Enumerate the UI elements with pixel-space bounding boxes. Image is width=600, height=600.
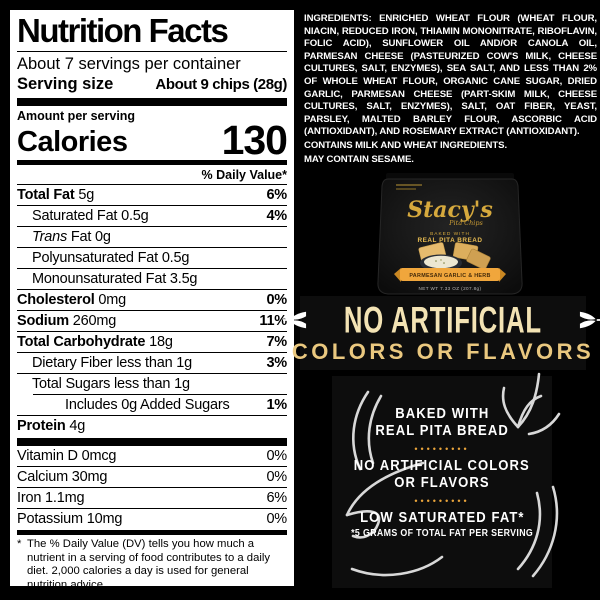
bag-top-smalltext-mark <box>396 188 416 190</box>
bag-tagline-top: BAKED WITH <box>430 231 470 237</box>
bag-brand-name: Stacy's <box>407 197 493 223</box>
serving-size-value: About 9 chips (28g) <box>155 75 287 93</box>
callout-baked-with-line2: REAL PITA BREAD <box>375 423 509 439</box>
nutrient-row-total-fat: Total Fat 5g 6% <box>17 184 287 205</box>
amount-per-serving-label: Amount per serving <box>17 108 136 123</box>
serving-size-label: Serving size <box>17 74 114 93</box>
nutrition-facts-panel: Nutrition Facts About 7 servings per con… <box>8 8 296 591</box>
daily-value-header: % Daily Value* <box>201 168 287 183</box>
bag-chips-illustration <box>418 242 491 272</box>
product-bag-image: Stacy's Pita Chips BAKED WITH REAL PITA … <box>370 168 530 302</box>
nutrient-row-total-sugars: Total Sugars less than 1g <box>17 373 287 394</box>
ingredients-text: ENRICHED WHEAT FLOUR (WHEAT FLOUR, NIACI… <box>304 13 597 138</box>
vitamin-row-vitamin-d: Vitamin D 0mcg 0% <box>17 448 287 465</box>
bag-flavor-ribbon: PARMESAN GARLIC & HERB <box>394 268 506 282</box>
headline-line2: COLORS OR FLAVORS <box>291 339 595 364</box>
nutrient-row-added-sugars: Includes 0g Added Sugars 1% <box>33 394 287 415</box>
ingredients-paragraph: INGREDIENTS: ENRICHED WHEAT FLOUR (WHEAT… <box>304 13 597 139</box>
dotted-divider: ••••••••• <box>414 444 470 454</box>
wheat-ornament-right-icon <box>579 311 600 328</box>
may-contain-statement: MAY CONTAIN SESAME. <box>304 153 414 165</box>
nutrient-row-cholesterol: Cholesterol 0mg 0% <box>17 289 287 310</box>
headline-line1: NO ARTIFICIAL <box>344 298 542 341</box>
divider-thick <box>17 97 287 106</box>
nutrient-row-saturated-fat: Saturated Fat 0.5g 4% <box>17 205 287 226</box>
callout-low-sat-fat-footnote: *5 GRAMS OF TOTAL FAT PER SERVING <box>350 528 534 539</box>
ingredients-section: INGREDIENTS: ENRICHED WHEAT FLOUR (WHEAT… <box>304 13 597 166</box>
no-artificial-headline: NO ARTIFICIAL COLORS OR FLAVORS <box>283 296 600 370</box>
bag-net-weight: NET WT 7.33 OZ (207.8g) <box>419 286 482 291</box>
calories-row: Calories 130 <box>17 116 288 163</box>
dotted-divider: ••••••••• <box>414 496 470 506</box>
headline-line1-row: NO ARTIFICIAL <box>283 298 600 341</box>
benefits-callout-content: BAKED WITH REAL PITA BREAD ••••••••• NO … <box>332 376 552 588</box>
callout-no-artificial-line2: OR FLAVORS <box>394 475 490 491</box>
calories-value: 130 <box>221 116 288 163</box>
callout-no-artificial-line1: NO ARTIFICIAL COLORS <box>353 458 531 474</box>
bag-flavor-name: PARMESAN GARLIC & HERB <box>409 273 490 279</box>
nutrition-facts-title: Nutrition Facts <box>17 13 287 52</box>
contains-statement: CONTAINS MILK AND WHEAT INGREDIENTS. <box>304 139 508 151</box>
calories-label: Calories <box>17 126 128 159</box>
bag-top-smalltext-mark <box>396 184 422 186</box>
wheat-ornament-left-icon <box>283 311 307 328</box>
nutrient-row-dietary-fiber: Dietary Fiber less than 1g 3% <box>17 352 287 373</box>
nutrient-row-trans-fat: Trans Fat 0g <box>17 226 287 247</box>
nutrient-row-monounsaturated-fat: Monounsaturated Fat 3.5g <box>17 268 287 289</box>
divider-medium <box>17 530 287 536</box>
ingredients-label: INGREDIENTS: <box>304 13 372 24</box>
callout-baked-with-line1: BAKED WITH <box>394 406 490 422</box>
serving-size-row: Serving size About 9 chips (28g) <box>17 75 287 94</box>
daily-value-footnote: * The % Daily Value (DV) tells you how m… <box>17 538 271 591</box>
nutrient-row-protein: Protein 4g <box>17 415 287 436</box>
callout-low-sat-fat: LOW SATURATED FAT* <box>359 510 525 526</box>
nutrient-row-total-carbohydrate: Total Carbohydrate 18g 7% <box>17 331 287 352</box>
nutrient-row-sodium: Sodium 260mg 11% <box>17 310 287 331</box>
nutrient-row-polyunsaturated-fat: Polyunsaturated Fat 0.5g <box>17 247 287 268</box>
bag-graphic: Stacy's Pita Chips BAKED WITH REAL PITA … <box>377 173 523 295</box>
vitamin-row-calcium: Calcium 30mg 0% <box>17 466 287 487</box>
divider-medium <box>17 160 287 166</box>
bag-sub-brand: Pita Chips <box>448 219 483 227</box>
servings-per-container: About 7 servings per container <box>17 54 241 73</box>
vitamin-row-potassium: Potassium 10mg 0% <box>17 508 287 529</box>
bag-tagline-bottom: REAL PITA BREAD <box>418 237 483 244</box>
vitamin-row-iron: Iron 1.1mg 6% <box>17 487 287 508</box>
divider-thick <box>17 438 287 447</box>
